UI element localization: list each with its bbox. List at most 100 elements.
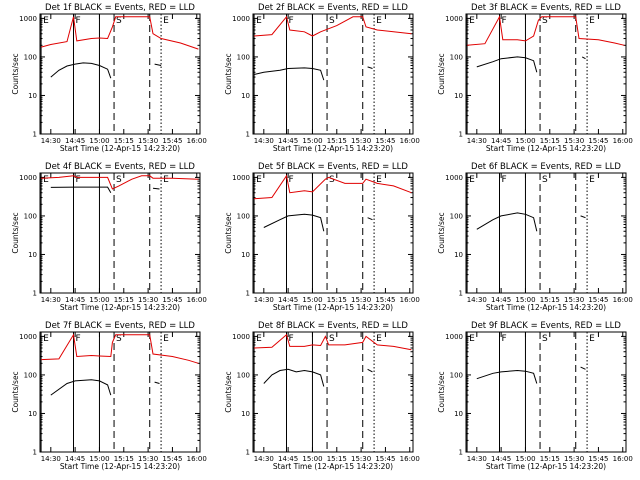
y-tick-label: 100 [450, 53, 463, 61]
series-events-line [476, 212, 538, 232]
series-lld-line [41, 175, 199, 190]
x-axis-label: Start Time (12-Apr-15 14:23:20) [273, 462, 393, 471]
x-tick-label: 15:30 [564, 137, 584, 145]
x-tick-label: 16:00 [613, 455, 633, 463]
series-events-line [580, 366, 586, 370]
series-lld-line [467, 15, 625, 46]
time-marker-label: E [43, 175, 49, 185]
x-tick-label: 15:45 [162, 455, 182, 463]
series-events-line [367, 66, 373, 69]
time-marker-label: E [469, 16, 475, 26]
time-marker-label: S [329, 16, 335, 26]
panel-title: Det 1f BLACK = Events, RED = LLD [45, 3, 195, 13]
plot-frame [39, 13, 201, 135]
x-tick-label: 15:30 [351, 455, 371, 463]
y-tick-label: 100 [24, 53, 37, 61]
y-tick-label: 1000 [445, 15, 463, 23]
series-events-line [154, 381, 160, 384]
time-marker-label: S [329, 175, 335, 185]
time-marker-label: S [542, 175, 548, 185]
x-tick-label: 15:00 [89, 455, 109, 463]
panel-title: Det 3f BLACK = Events, RED = LLD [471, 3, 621, 13]
x-tick-label: 15:45 [588, 137, 608, 145]
y-axis-label: Counts/sec [437, 371, 446, 412]
time-marker-label: E [376, 175, 382, 185]
x-axis-label: Start Time (12-Apr-15 14:23:20) [486, 303, 606, 312]
x-tick-label: 15:45 [588, 455, 608, 463]
time-marker-label: F [289, 334, 294, 344]
detector-panel-6: Det 6f BLACK = Events, RED = LLD 1 10 100 10… [437, 162, 633, 312]
time-marker-label: E [43, 16, 49, 26]
series-events-line [263, 368, 325, 387]
series-events-line [476, 369, 538, 384]
x-tick-label: 15:30 [138, 296, 158, 304]
y-tick-label: 100 [237, 53, 250, 61]
y-tick-label: 1 [459, 290, 463, 298]
detector-panel-5: Det 5f BLACK = Events, RED = LLD 1 10 100 10… [224, 162, 420, 312]
y-tick-label: 1 [246, 449, 250, 457]
x-tick-label: 14:30 [41, 137, 61, 145]
x-tick-label: 15:15 [540, 455, 560, 463]
time-marker-label: S [542, 334, 548, 344]
y-tick-label: 1000 [19, 333, 37, 341]
x-tick-label: 14:30 [467, 455, 487, 463]
plot-frame [465, 13, 627, 135]
x-tick-label: 15:00 [515, 296, 535, 304]
x-tick-label: 14:45 [65, 296, 85, 304]
detector-panel-2: Det 2f BLACK = Events, RED = LLD 1 10 100 10… [224, 3, 420, 153]
x-tick-label: 14:45 [278, 137, 298, 145]
x-tick-label: 15:15 [327, 296, 347, 304]
time-marker-label: E [469, 334, 475, 344]
detector-panel-1: Det 1f BLACK = Events, RED = LLD 1 10 100 10… [11, 3, 207, 153]
series-lld-line [254, 15, 412, 37]
x-tick-label: 14:45 [278, 296, 298, 304]
x-tick-label: 15:30 [138, 455, 158, 463]
time-marker-label: E [589, 175, 595, 185]
y-tick-label: 1000 [445, 174, 463, 182]
y-tick-label: 10 [241, 92, 250, 100]
panel-title: Det 7f BLACK = Events, RED = LLD [45, 321, 195, 331]
x-tick-label: 15:15 [114, 296, 134, 304]
series-events-line [476, 56, 538, 73]
time-marker-label: E [163, 16, 169, 26]
panel-title: Det 5f BLACK = Events, RED = LLD [258, 162, 408, 172]
panel-title: Det 8f BLACK = Events, RED = LLD [258, 321, 408, 331]
x-tick-label: 16:00 [187, 455, 207, 463]
time-marker-label: F [76, 175, 81, 185]
y-tick-label: 1 [33, 131, 37, 139]
detector-panel-9: Det 9f BLACK = Events, RED = LLD 1 10 100 10… [437, 321, 633, 471]
x-tick-label: 16:00 [187, 137, 207, 145]
x-tick-label: 14:45 [65, 455, 85, 463]
time-marker-label: S [329, 334, 335, 344]
y-tick-label: 1000 [232, 15, 250, 23]
x-tick-label: 15:00 [515, 137, 535, 145]
x-tick-label: 14:30 [467, 137, 487, 145]
time-marker-label: E [589, 16, 595, 26]
series-events-line [367, 368, 373, 373]
detector-panel-7: Det 7f BLACK = Events, RED = LLD 1 10 100 10… [11, 321, 207, 471]
detector-panel-3: Det 3f BLACK = Events, RED = LLD 1 10 100 10… [437, 3, 633, 153]
time-marker-label: E [256, 334, 262, 344]
x-axis-label: Start Time (12-Apr-15 14:23:20) [60, 462, 180, 471]
y-tick-label: 1 [246, 290, 250, 298]
plot-frame [465, 331, 627, 453]
panel-title: Det 6f BLACK = Events, RED = LLD [471, 162, 621, 172]
y-tick-label: 1 [246, 131, 250, 139]
y-axis-label: Counts/sec [224, 371, 233, 412]
series-events-line [253, 67, 325, 81]
x-tick-label: 16:00 [400, 137, 420, 145]
x-tick-label: 15:30 [564, 455, 584, 463]
panel-title: Det 9f BLACK = Events, RED = LLD [471, 321, 621, 331]
time-marker-label: S [542, 16, 548, 26]
series-events-line [50, 62, 112, 79]
time-marker-label: F [289, 175, 294, 185]
x-tick-label: 15:00 [515, 455, 535, 463]
y-tick-label: 1000 [445, 333, 463, 341]
x-tick-label: 15:30 [138, 137, 158, 145]
x-tick-label: 15:15 [114, 455, 134, 463]
x-tick-label: 14:30 [41, 455, 61, 463]
x-tick-label: 14:45 [491, 455, 511, 463]
y-tick-label: 10 [454, 410, 463, 418]
y-tick-label: 1000 [232, 174, 250, 182]
